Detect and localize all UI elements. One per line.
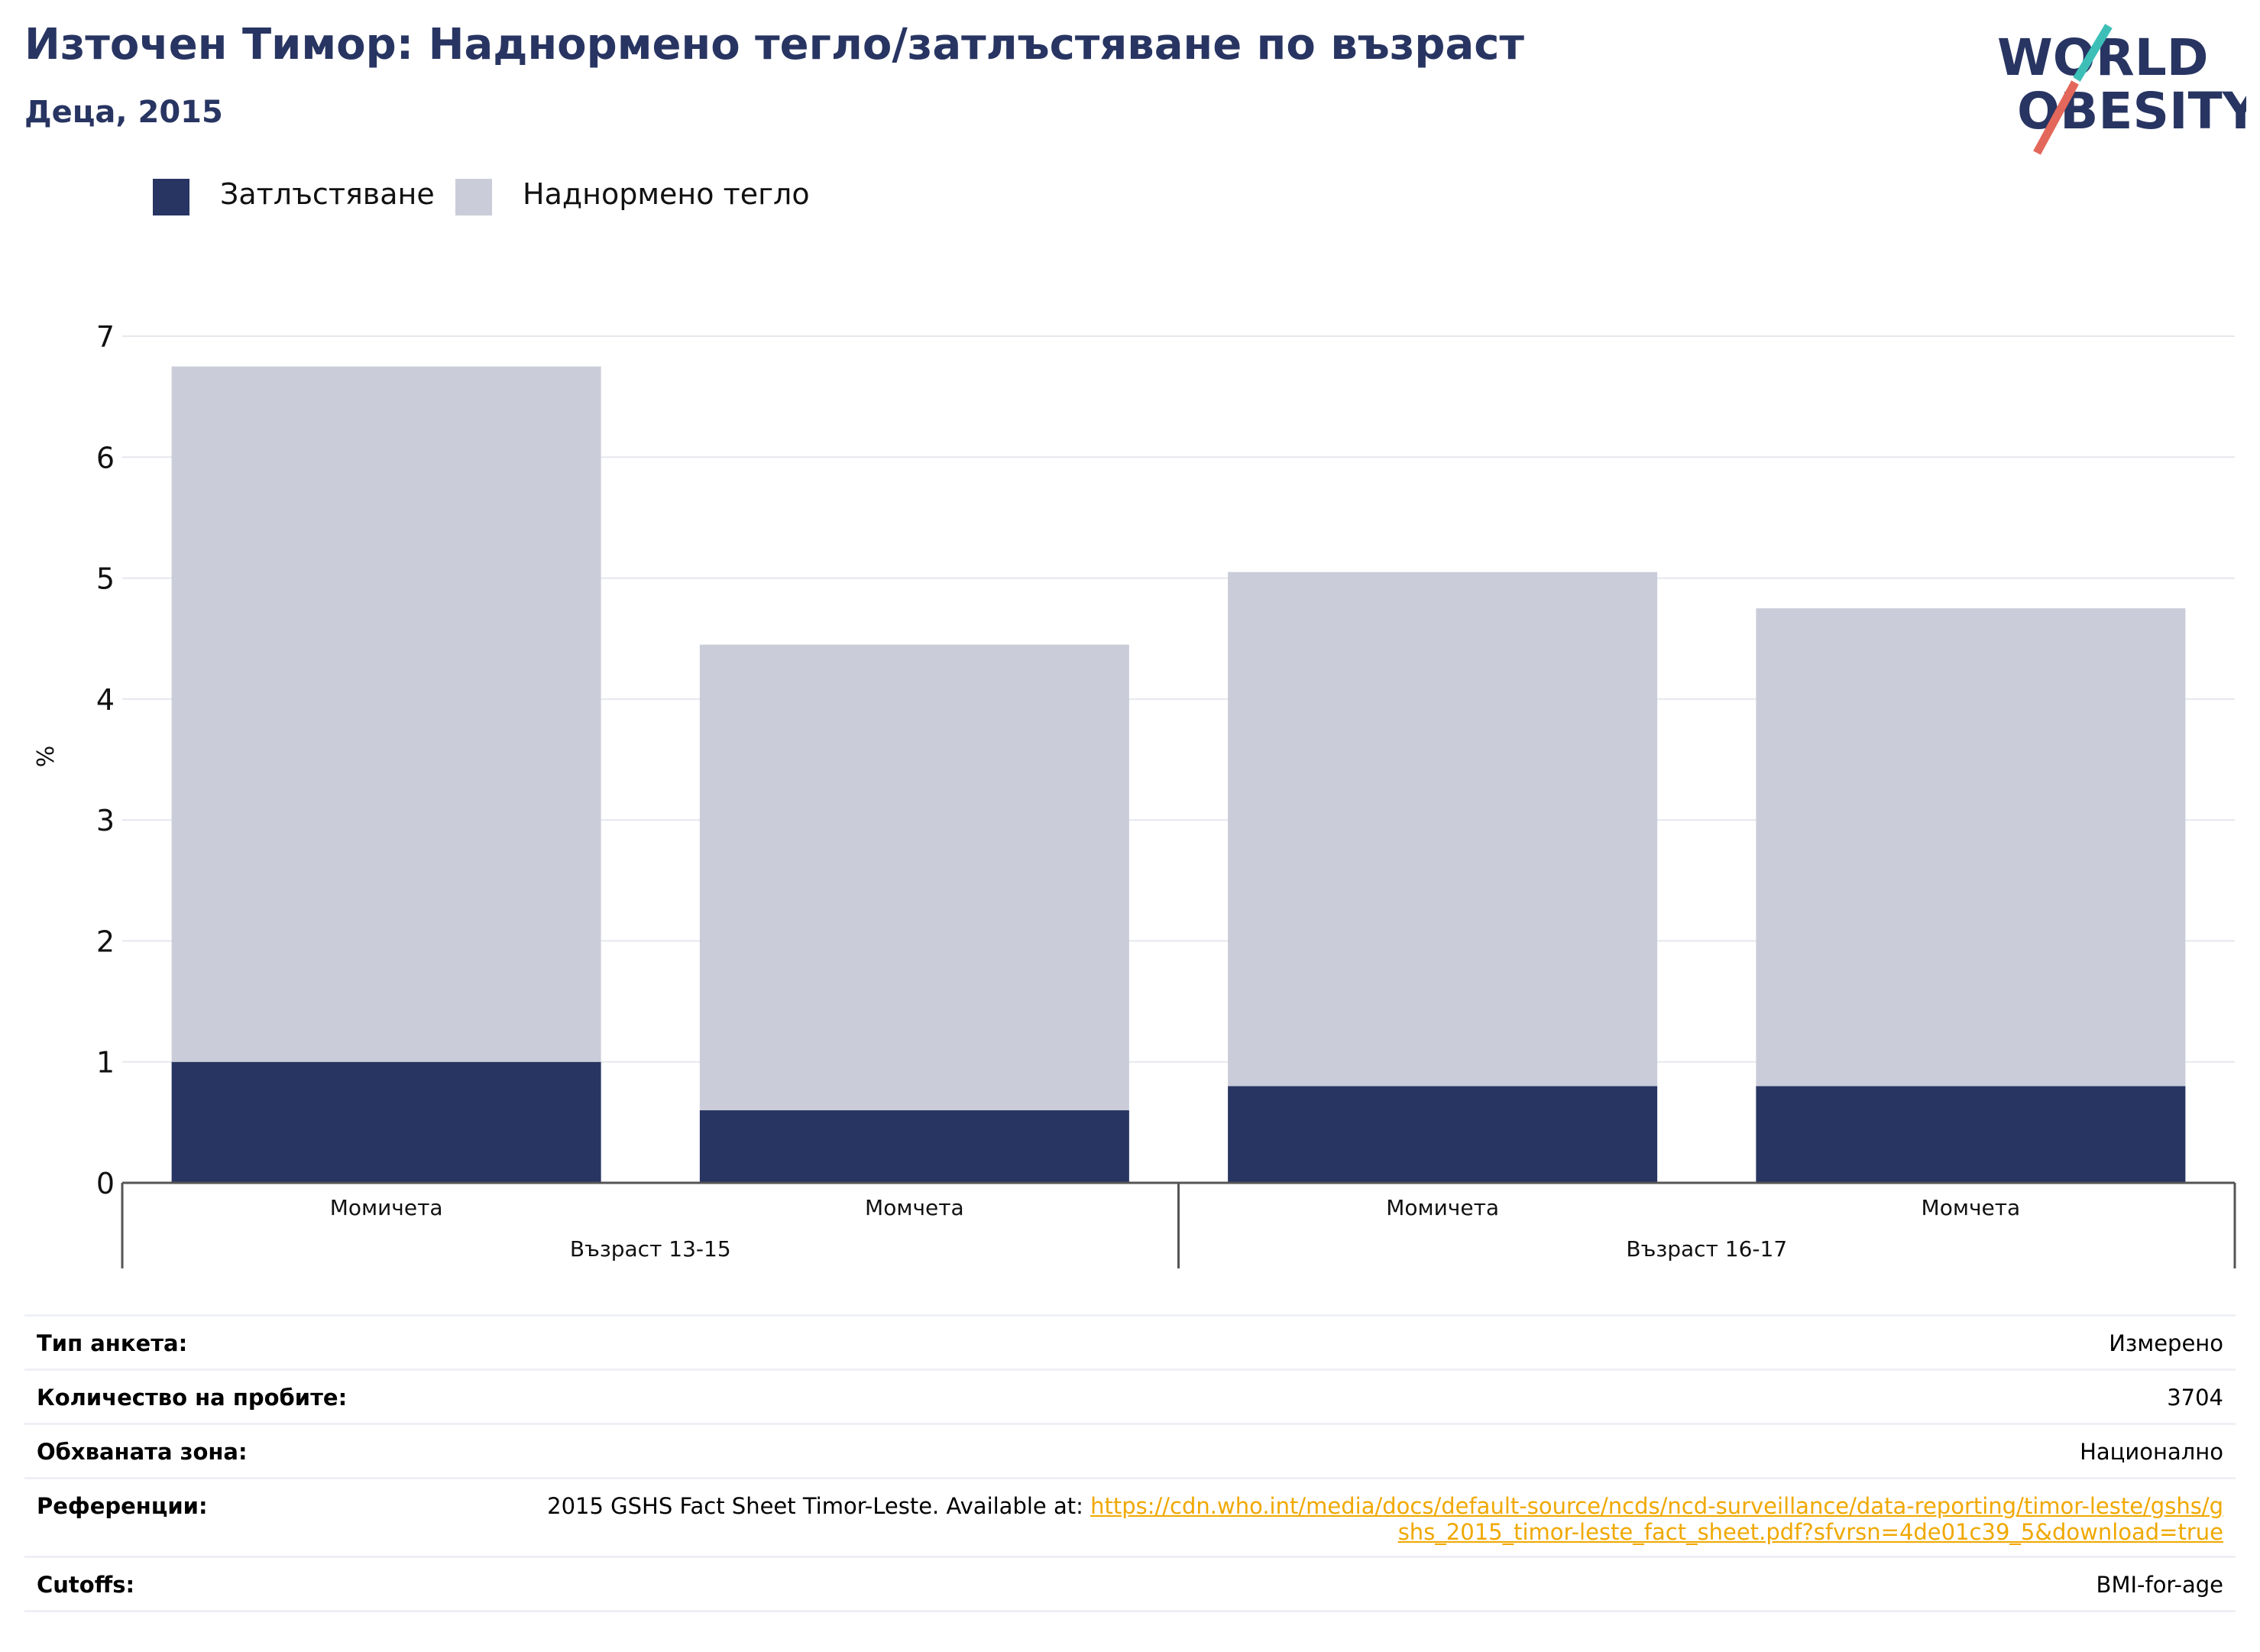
references-link[interactable]: https://cdn.who.int/media/docs/default-s… — [1090, 1493, 2223, 1545]
cutoffs-value: BMI-for-age — [2096, 1572, 2223, 1598]
references-value: 2015 GSHS Fact Sheet Timor-Leste. Availa… — [542, 1493, 2223, 1545]
bar-obesity — [1756, 1086, 2186, 1183]
y-tick-label: 2 — [96, 925, 115, 958]
info-row-sample-size: Количество на пробите: 3704 — [24, 1369, 2236, 1423]
info-table-end — [24, 1610, 2236, 1612]
logo-slash-teal — [2073, 24, 2113, 82]
x-tick-label: Момчета — [865, 1195, 964, 1220]
references-label: Референции: — [37, 1493, 208, 1519]
x-tick-label: Момичета — [1386, 1195, 1499, 1220]
y-tick-label: 7 — [96, 320, 115, 354]
survey-info-table: Тип анкета: Измерено Количество на проби… — [24, 1314, 2236, 1612]
y-axis-label: % — [33, 746, 60, 768]
legend-label-obesity: Затлъстяване — [220, 177, 435, 211]
x-tick-label: Момичета — [330, 1195, 443, 1220]
y-tick-label: 3 — [96, 804, 115, 837]
y-tick-label: 4 — [96, 683, 115, 717]
bar-overweight — [699, 644, 1129, 1111]
info-row-cutoffs: Cutoffs: BMI-for-age — [24, 1556, 2236, 1610]
bar-overweight — [1756, 608, 2186, 1087]
sample-size-label: Количество на пробите: — [37, 1385, 348, 1411]
chart-subtitle: Деца, 2015 — [24, 95, 223, 130]
info-row-survey-type: Тип анкета: Измерено — [24, 1314, 2236, 1369]
area-label: Обхваната зона: — [37, 1439, 248, 1465]
logo-slash-red — [2033, 80, 2079, 155]
bar-obesity — [171, 1061, 601, 1183]
group-label: Възраст 16-17 — [1626, 1236, 1787, 1262]
y-tick-label: 1 — [96, 1046, 115, 1080]
y-tick-label: 0 — [96, 1167, 115, 1200]
references-text: 2015 GSHS Fact Sheet Timor-Leste. Availa… — [547, 1493, 1091, 1519]
area-value: Национално — [2080, 1439, 2223, 1465]
info-row-references: Референции: 2015 GSHS Fact Sheet Timor-L… — [24, 1477, 2236, 1556]
y-tick-label: 6 — [96, 441, 115, 475]
survey-type-label: Тип анкета: — [37, 1330, 188, 1356]
cutoffs-label: Cutoffs: — [37, 1572, 135, 1598]
bar-obesity — [1228, 1086, 1658, 1183]
bar-obesity — [699, 1110, 1129, 1183]
survey-type-value: Измерено — [2109, 1330, 2223, 1356]
sample-size-value: 3704 — [2167, 1385, 2223, 1411]
legend-swatch-obesity — [153, 179, 189, 215]
chart-title: Източен Тимор: Наднормено тегло/затлъстя… — [24, 20, 1524, 70]
bar-overweight — [1228, 572, 1658, 1087]
bar-overweight — [171, 366, 601, 1062]
group-label: Възраст 13-15 — [570, 1236, 731, 1262]
world-obesity-logo: WORLD OBESITY — [1997, 24, 2246, 155]
info-row-area: Обхваната зона: Национално — [24, 1423, 2236, 1477]
y-tick-label: 5 — [96, 562, 115, 596]
legend-label-overweight: Наднормено тегло — [523, 177, 810, 211]
stacked-bar-chart: 0 1 2 3 4 5 6 7% Момичета Момчета Момичета Момчета В… — [33, 320, 2236, 1268]
legend-swatch-overweight — [455, 179, 492, 215]
x-tick-label: Момчета — [1922, 1195, 2021, 1220]
